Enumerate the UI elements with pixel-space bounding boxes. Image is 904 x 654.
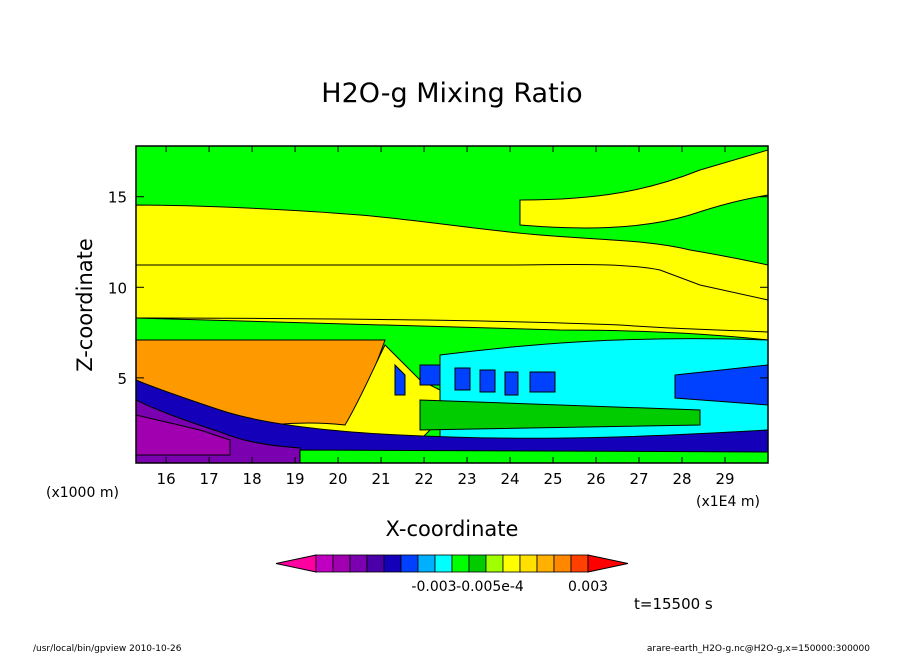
x-tick-label: 25 <box>543 470 562 488</box>
band-green-lower <box>419 399 701 431</box>
x-tick-label: 21 <box>372 470 391 488</box>
colorbar-bin <box>536 554 555 573</box>
colorbar-label: 0.003 <box>568 579 608 595</box>
colorbar-low-arrow <box>275 554 317 573</box>
colorbar-bin <box>468 554 487 573</box>
colorbar-high-arrow <box>587 554 629 573</box>
band-dark-blue <box>136 379 768 456</box>
colorbar-bin <box>451 554 470 573</box>
colorbar-bin <box>400 554 419 573</box>
y-axis-title: Z-coordinate <box>73 238 97 372</box>
colorbar-label: -0.003 <box>411 579 456 595</box>
colorbar-label: -0.005e-4 <box>456 579 524 595</box>
x-tick-label: 23 <box>458 470 477 488</box>
footer-left: /usr/local/bin/gpview 2010-10-26 <box>33 644 182 654</box>
band-blue-cells <box>394 363 768 406</box>
colorbar-bin <box>553 554 572 573</box>
colorbar-bin <box>366 554 385 573</box>
colorbar-bin <box>417 554 436 573</box>
colorbar-labels: -0.003 -0.005e-4 0.003 <box>411 579 608 595</box>
x-tick-label: 20 <box>329 470 348 488</box>
colorbar-bin <box>570 554 589 573</box>
band-violet-core <box>136 414 231 456</box>
x-tick-label: 28 <box>672 470 691 488</box>
time-label: t=15500 s <box>634 595 713 613</box>
x-tick-label: 24 <box>500 470 519 488</box>
x-tick-label: 26 <box>586 470 605 488</box>
y-axis: 5 10 15 <box>108 189 768 388</box>
colorbar <box>275 554 629 573</box>
band-mid-yellow <box>136 263 768 341</box>
colorbar-bin <box>519 554 538 573</box>
x-tick-label: 19 <box>286 470 305 488</box>
colorbar-bin <box>434 554 453 573</box>
colorbar-bin <box>332 554 351 573</box>
plot-frame <box>135 145 769 464</box>
plot-area <box>136 146 768 463</box>
x-unit-left: (x1000 m) <box>46 485 119 501</box>
x-tick-label: 18 <box>243 470 262 488</box>
colorbar-bin <box>485 554 504 573</box>
chart-title: H2O-g Mixing Ratio <box>321 78 582 109</box>
x-tick-label: 17 <box>200 470 219 488</box>
band-bottom-green <box>299 449 768 463</box>
colorbar-bin <box>349 554 368 573</box>
colorbar-bin <box>502 554 521 573</box>
y-tick-label: 5 <box>117 370 127 388</box>
colorbar-bin <box>383 554 402 573</box>
band-mid-contour <box>136 317 768 333</box>
x-tick-label: 27 <box>629 470 648 488</box>
x-tick-label: 22 <box>415 470 434 488</box>
y-tick-label: 10 <box>108 279 127 297</box>
footer-right: arare-earth_H2O-g.nc@H2O-g,x=150000:3000… <box>647 644 870 654</box>
band-upper-yellow-right <box>519 149 768 229</box>
colorbar-bin <box>315 554 334 573</box>
x-tick-label: 16 <box>157 470 176 488</box>
y-tick-label: 15 <box>108 189 127 207</box>
x-axis: 16 17 18 19 20 21 22 23 24 25 26 27 28 29 <box>157 146 735 488</box>
x-axis-title: X-coordinate <box>386 517 519 541</box>
x-unit-right: (x1E4 m) <box>696 494 760 510</box>
x-tick-label: 29 <box>715 470 734 488</box>
